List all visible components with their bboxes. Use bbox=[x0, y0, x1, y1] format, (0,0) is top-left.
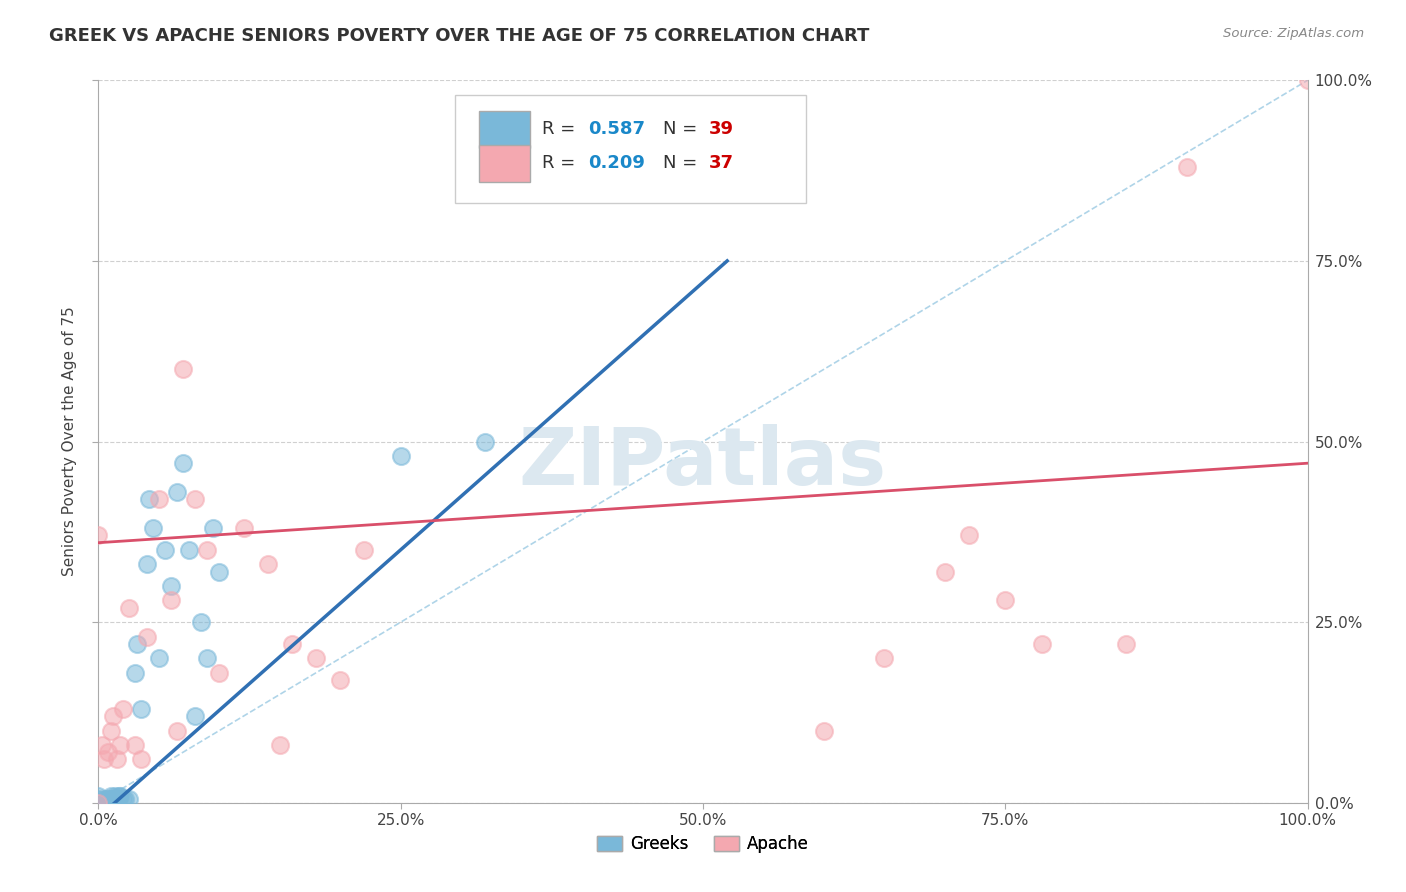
Point bbox=[190, 615, 212, 630]
Point bbox=[179, 542, 201, 557]
Point bbox=[93, 796, 115, 810]
Point bbox=[87, 792, 110, 806]
Point bbox=[934, 565, 956, 579]
Legend: Greeks, Apache: Greeks, Apache bbox=[591, 828, 815, 860]
Point bbox=[135, 630, 157, 644]
Text: 37: 37 bbox=[709, 154, 734, 172]
Point bbox=[184, 492, 207, 507]
Point bbox=[994, 593, 1017, 607]
Point bbox=[153, 542, 176, 557]
Point bbox=[269, 738, 291, 752]
Point bbox=[281, 637, 304, 651]
Point bbox=[100, 723, 122, 738]
Text: R =: R = bbox=[543, 120, 581, 138]
Point bbox=[93, 752, 115, 766]
Text: N =: N = bbox=[664, 154, 703, 172]
Point bbox=[111, 792, 134, 806]
Point bbox=[129, 702, 152, 716]
Point bbox=[353, 542, 375, 557]
Text: N =: N = bbox=[664, 120, 703, 138]
Text: GREEK VS APACHE SENIORS POVERTY OVER THE AGE OF 75 CORRELATION CHART: GREEK VS APACHE SENIORS POVERTY OVER THE… bbox=[49, 27, 869, 45]
Point bbox=[111, 702, 134, 716]
Point bbox=[148, 492, 170, 507]
Point bbox=[1115, 637, 1137, 651]
Point bbox=[256, 558, 278, 572]
Point bbox=[105, 792, 128, 806]
Point bbox=[104, 789, 127, 803]
Point bbox=[101, 792, 124, 806]
Point bbox=[93, 792, 115, 806]
Point bbox=[97, 745, 120, 759]
Point bbox=[114, 792, 136, 806]
FancyBboxPatch shape bbox=[456, 95, 806, 203]
Point bbox=[91, 738, 114, 752]
Point bbox=[100, 792, 122, 806]
Point bbox=[813, 723, 835, 738]
Point bbox=[172, 362, 194, 376]
Point bbox=[96, 792, 118, 806]
Point bbox=[87, 789, 110, 803]
Point bbox=[208, 565, 231, 579]
Text: ZIPatlas: ZIPatlas bbox=[519, 425, 887, 502]
Point bbox=[1296, 73, 1319, 87]
Y-axis label: Seniors Poverty Over the Age of 75: Seniors Poverty Over the Age of 75 bbox=[62, 307, 77, 576]
Point bbox=[166, 723, 188, 738]
Point bbox=[208, 665, 231, 680]
Point bbox=[202, 521, 225, 535]
Point bbox=[1175, 160, 1198, 174]
Point bbox=[873, 651, 896, 665]
Text: 39: 39 bbox=[709, 120, 734, 138]
Point bbox=[329, 673, 352, 687]
FancyBboxPatch shape bbox=[479, 111, 530, 148]
Point bbox=[87, 528, 110, 542]
Point bbox=[97, 792, 120, 806]
Point bbox=[124, 665, 146, 680]
Point bbox=[98, 796, 121, 810]
Point bbox=[389, 449, 412, 463]
Point bbox=[305, 651, 328, 665]
Point bbox=[184, 709, 207, 723]
Point bbox=[138, 492, 160, 507]
Point bbox=[142, 521, 165, 535]
Point bbox=[108, 789, 131, 803]
Point bbox=[195, 651, 218, 665]
Point bbox=[148, 651, 170, 665]
Point bbox=[1031, 637, 1053, 651]
Point bbox=[100, 789, 122, 803]
Point bbox=[87, 796, 110, 810]
Point bbox=[474, 434, 496, 449]
Point bbox=[166, 485, 188, 500]
Point bbox=[118, 792, 141, 806]
Point bbox=[107, 792, 129, 806]
Point bbox=[108, 789, 131, 803]
Point bbox=[108, 738, 131, 752]
Point bbox=[118, 600, 141, 615]
Point bbox=[129, 752, 152, 766]
Point bbox=[127, 637, 149, 651]
Text: Source: ZipAtlas.com: Source: ZipAtlas.com bbox=[1223, 27, 1364, 40]
Point bbox=[87, 796, 110, 810]
Text: 0.209: 0.209 bbox=[588, 154, 645, 172]
Point bbox=[124, 738, 146, 752]
FancyBboxPatch shape bbox=[479, 145, 530, 182]
Point bbox=[195, 542, 218, 557]
Point bbox=[103, 792, 125, 806]
Point bbox=[172, 456, 194, 470]
Point bbox=[160, 593, 183, 607]
Point bbox=[101, 709, 124, 723]
Text: R =: R = bbox=[543, 154, 581, 172]
Point bbox=[105, 752, 128, 766]
Text: 0.587: 0.587 bbox=[588, 120, 645, 138]
Point bbox=[160, 579, 183, 593]
Point bbox=[135, 558, 157, 572]
Point bbox=[232, 521, 254, 535]
Point bbox=[957, 528, 980, 542]
